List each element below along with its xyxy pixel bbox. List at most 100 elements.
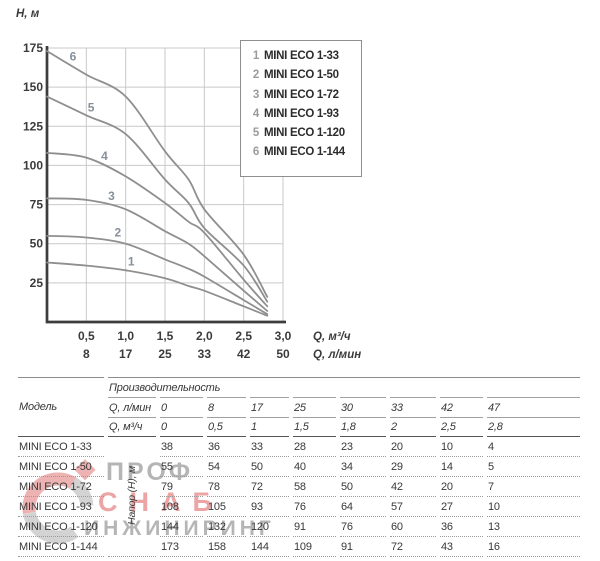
y-tick-label: 125 — [23, 119, 43, 133]
legend-curve-number: 6 — [252, 146, 259, 159]
head-value-cell: 38 — [160, 437, 203, 457]
head-value-cell: 13 — [487, 517, 580, 537]
table-row: MINI ECO 1-72 79 78 72 58 50 42 20 7 — [18, 477, 580, 497]
legend-item: 6 MINI ECO 1-144 — [250, 146, 361, 165]
head-value-cell: 33 — [250, 437, 289, 457]
x-tick-m3h: 1,5 — [157, 329, 174, 343]
head-value-cell: 144 — [250, 537, 289, 557]
performance-table: Модель Производительность Q, л/мин 0 8 17 2… — [14, 377, 584, 557]
head-value-cell: 54 — [207, 457, 246, 477]
y-tick-label: 175 — [23, 41, 43, 55]
y-tick-label: 100 — [23, 158, 43, 172]
head-value-cell: 43 — [440, 537, 483, 557]
head-value-cell: 7 — [487, 477, 580, 497]
head-value-cell: 158 — [207, 537, 246, 557]
head-pressure-axis-label: Напор (H), м — [126, 465, 138, 525]
head-value-cell: 27 — [440, 497, 483, 517]
legend-curve-number: 4 — [252, 107, 259, 120]
x-tick-lmin: 33 — [198, 347, 212, 361]
curve-number-label: 5 — [88, 101, 95, 115]
y-tick-label: 25 — [30, 276, 44, 290]
head-value-cell: 91 — [340, 537, 386, 557]
legend-curve-number: 1 — [252, 50, 259, 62]
legend-curve-number: 5 — [252, 127, 259, 140]
head-value-cell: 4 — [487, 437, 580, 457]
watermark-text-line2: СНАБ — [98, 487, 224, 517]
head-value-cell: 20 — [440, 477, 483, 497]
watermark-logo-icon — [22, 459, 96, 544]
head-value-cell: 16 — [487, 537, 580, 557]
flow-m3h-value: 2,8 — [487, 417, 580, 437]
flow-m3h-value: 2 — [390, 417, 436, 437]
head-value-cell: 105 — [207, 497, 246, 517]
watermark-text-line3: ИНЖИНИРИНГ — [84, 517, 275, 540]
model-cell: MINI ECO 1-50 — [18, 457, 104, 477]
watermark: ПРОФ СНАБ ИНЖИНИРИНГ — [18, 452, 318, 560]
x-tick-lmin: 17 — [119, 347, 133, 361]
y-tick-label: 50 — [30, 237, 44, 251]
x-tick-lmin: 42 — [237, 347, 251, 361]
head-value-cell: 28 — [293, 437, 336, 457]
curve-mini-eco-1-120 — [46, 95, 269, 303]
model-column-header: Модель — [18, 377, 104, 437]
curve-number-label: 4 — [101, 149, 108, 163]
legend-item: 5 MINI ECO 1-120 — [250, 127, 361, 146]
watermark-text-line1: ПРОФ — [106, 458, 194, 486]
flow-lmin-row-label: Q, л/мин — [108, 397, 156, 417]
head-value-cell: 10 — [487, 497, 580, 517]
head-value-cell: 144 — [160, 517, 203, 537]
flow-lmin-value: 47 — [487, 397, 580, 417]
x-tick-lmin: 50 — [276, 347, 290, 361]
flow-lmin-value: 42 — [440, 397, 483, 417]
head-value-cell: 55 — [160, 457, 203, 477]
head-value-cell: 120 — [250, 517, 289, 537]
x-tick-m3h: 3,0 — [275, 329, 292, 343]
head-value-cell: 36 — [440, 517, 483, 537]
head-value-cell: 132 — [207, 517, 246, 537]
table-row: MINI ECO 1-144 173 158 144 109 91 72 43 16 — [18, 537, 580, 557]
curve-number-labels: 1 2 3 4 5 6 — [70, 50, 135, 269]
head-value-cell: 40 — [293, 457, 336, 477]
head-value-cell: 72 — [250, 477, 289, 497]
head-value-cell: 79 — [160, 477, 203, 497]
head-value-cell: 108 — [160, 497, 203, 517]
curve-number-label: 2 — [114, 225, 121, 239]
head-value-cell: 29 — [390, 457, 436, 477]
chart-legend: 1 MINI ECO 1-33 2 MINI ECO 1-50 3 MINI ECO 1-… — [240, 40, 362, 177]
table-row: MINI ECO 1-33 Напор (H), м 38 36 33 28 23 20 10 4 — [18, 437, 580, 557]
y-axis-title: H, м — [16, 8, 40, 20]
flow-lmin-value: 17 — [250, 397, 289, 417]
flow-lmin-value: 33 — [390, 397, 436, 417]
legend-item: 2 MINI ECO 1-50 — [250, 69, 361, 88]
head-value-cell: 60 — [390, 517, 436, 537]
legend-curve-number: 3 — [252, 88, 259, 101]
head-value-cell: 64 — [340, 497, 386, 517]
head-value-cell: 50 — [340, 477, 386, 497]
chart-axes — [45, 46, 286, 324]
x-axis-title-lmin: Q, л/мин — [313, 349, 361, 361]
legend-model-name: MINI ECO 1-144 — [264, 146, 345, 159]
head-value-cell: 76 — [340, 517, 386, 537]
capacity-group-header: Производительность — [108, 377, 580, 397]
flow-m3h-value: 1 — [250, 417, 289, 437]
head-value-cell: 109 — [293, 537, 336, 557]
head-value-cell: 36 — [207, 437, 246, 457]
curve-number-label: 6 — [70, 50, 77, 64]
table-row: MINI ECO 1-93 108 105 93 76 64 57 27 10 — [18, 497, 580, 517]
flow-lmin-value: 0 — [160, 397, 203, 417]
table-row: MINI ECO 1-50 55 54 50 40 34 29 14 5 — [18, 457, 580, 477]
table-row: MINI ECO 1-120 144 132 120 91 76 60 36 13 — [18, 517, 580, 537]
head-value-cell: 58 — [293, 477, 336, 497]
model-cell: MINI ECO 1-33 — [18, 437, 104, 457]
flow-lmin-value: 30 — [340, 397, 386, 417]
model-cell: MINI ECO 1-72 — [18, 477, 104, 497]
model-cell: MINI ECO 1-93 — [18, 497, 104, 517]
head-value-cell: 72 — [390, 537, 436, 557]
head-value-cell: 78 — [207, 477, 246, 497]
curve-mini-eco-1-33 — [46, 261, 269, 317]
curve-mini-eco-1-50 — [46, 234, 269, 316]
legend-item: 4 MINI ECO 1-93 — [250, 108, 361, 127]
chart-curves — [46, 50, 269, 317]
curve-number-label: 3 — [108, 189, 115, 203]
